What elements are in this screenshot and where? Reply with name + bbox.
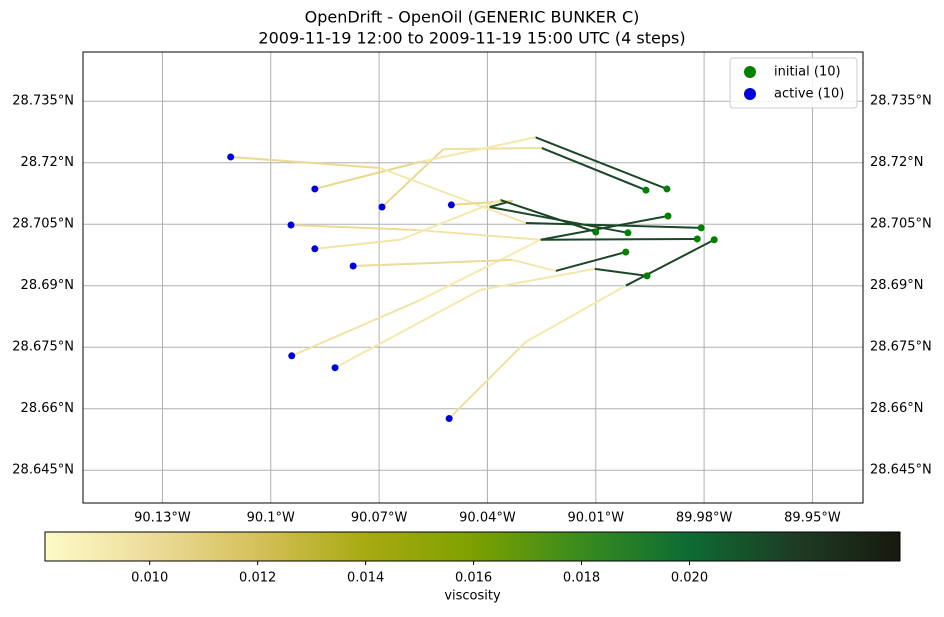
trajectory-segment bbox=[525, 284, 627, 343]
y-tick-label: 28.645°N bbox=[12, 463, 74, 478]
active-point bbox=[447, 201, 455, 209]
colorbar bbox=[44, 531, 901, 562]
trajectory-segment bbox=[290, 224, 417, 231]
trajectory-segment bbox=[525, 221, 702, 229]
initial-point bbox=[663, 185, 671, 193]
y-tick-label-right: 28.72°N bbox=[870, 155, 923, 170]
y-tick-label: 28.735°N bbox=[12, 94, 74, 109]
y-tick-label: 28.675°N bbox=[12, 340, 74, 355]
initial-point bbox=[710, 236, 718, 244]
colorbar-tick-label: 0.012 bbox=[239, 571, 276, 586]
initial-point bbox=[622, 248, 630, 256]
trajectory-segment bbox=[540, 237, 698, 241]
y-tick-label: 28.69°N bbox=[21, 278, 74, 293]
colorbar-tick-label: 0.016 bbox=[455, 571, 492, 586]
trajectory-segment bbox=[512, 258, 556, 272]
colorbar-tick-label: 0.014 bbox=[347, 571, 384, 586]
x-tick-label: 90.1°W bbox=[247, 511, 295, 526]
y-tick-label: 28.705°N bbox=[12, 217, 74, 232]
initial-point bbox=[664, 212, 672, 220]
y-tick-label-right: 28.645°N bbox=[870, 463, 932, 478]
trajectory-segment bbox=[555, 251, 627, 272]
active-point bbox=[287, 221, 295, 229]
trajectory-segment bbox=[448, 341, 527, 420]
x-tick-label: 90.04°W bbox=[459, 511, 516, 526]
initial-point bbox=[592, 228, 600, 236]
x-tick-label: 90.01°W bbox=[567, 511, 624, 526]
trajectory-segment bbox=[399, 199, 501, 241]
x-tick-label: 89.95°W bbox=[784, 511, 841, 526]
trajectory-segment bbox=[419, 238, 541, 301]
initial-point bbox=[642, 186, 650, 194]
active-point bbox=[288, 352, 296, 360]
colorbar-tick-label: 0.010 bbox=[131, 571, 168, 586]
legend-marker bbox=[744, 66, 756, 78]
y-tick-label: 28.72°N bbox=[21, 155, 74, 170]
x-tick-label: 89.98°W bbox=[676, 511, 733, 526]
active-point bbox=[378, 203, 386, 211]
legend-label: initial (10) bbox=[774, 65, 841, 80]
trajectory-segment bbox=[314, 160, 421, 190]
initial-point bbox=[697, 224, 705, 232]
trajectory-segment bbox=[353, 258, 513, 268]
x-tick-label: 90.13°W bbox=[134, 511, 191, 526]
initial-point bbox=[624, 229, 632, 237]
trajectory-segment bbox=[416, 228, 541, 241]
trajectory-segment bbox=[500, 199, 597, 233]
trajectory-segment bbox=[535, 136, 668, 190]
trajectory-segment bbox=[381, 148, 445, 208]
y-tick-label-right: 28.735°N bbox=[870, 94, 932, 109]
trajectory-segment bbox=[594, 267, 648, 277]
colorbar-tick-label: 0.020 bbox=[671, 571, 708, 586]
y-tick-label-right: 28.69°N bbox=[870, 278, 923, 293]
trajectory-segment bbox=[379, 167, 527, 224]
x-tick-label: 90.07°W bbox=[351, 511, 408, 526]
y-tick-label-right: 28.675°N bbox=[870, 340, 932, 355]
active-point bbox=[349, 262, 357, 270]
chart-title: OpenDrift - OpenOil (GENERIC BUNKER C) bbox=[305, 8, 640, 27]
trajectory-segment bbox=[291, 299, 421, 357]
chart-subtitle: 2009-11-19 12:00 to 2009-11-19 15:00 UTC… bbox=[258, 29, 685, 48]
trajectory-segment bbox=[443, 146, 542, 151]
colorbar-label: viscosity bbox=[444, 589, 501, 604]
colorbar-tick-label: 0.018 bbox=[563, 571, 600, 586]
y-tick-label-right: 28.66°N bbox=[870, 401, 923, 416]
active-point bbox=[311, 245, 319, 253]
trajectory-segment bbox=[480, 267, 595, 291]
plot-frame bbox=[82, 51, 864, 504]
legend-label: active (10) bbox=[774, 87, 844, 102]
trajectory-segment bbox=[334, 288, 482, 369]
trajectory-segment bbox=[541, 147, 647, 192]
active-point bbox=[445, 415, 453, 423]
trajectory-segment bbox=[625, 238, 715, 287]
y-tick-label-right: 28.705°N bbox=[870, 217, 932, 232]
y-tick-label: 28.66°N bbox=[21, 401, 74, 416]
legend-box bbox=[729, 57, 858, 109]
trajectory-segment bbox=[230, 155, 381, 170]
initial-point bbox=[643, 272, 651, 280]
legend-marker bbox=[744, 88, 756, 100]
active-point bbox=[331, 364, 339, 372]
active-point bbox=[227, 153, 235, 161]
trajectory-segment bbox=[420, 136, 536, 163]
initial-point bbox=[693, 235, 701, 243]
trajectory-segment bbox=[314, 238, 401, 250]
active-point bbox=[311, 185, 319, 193]
